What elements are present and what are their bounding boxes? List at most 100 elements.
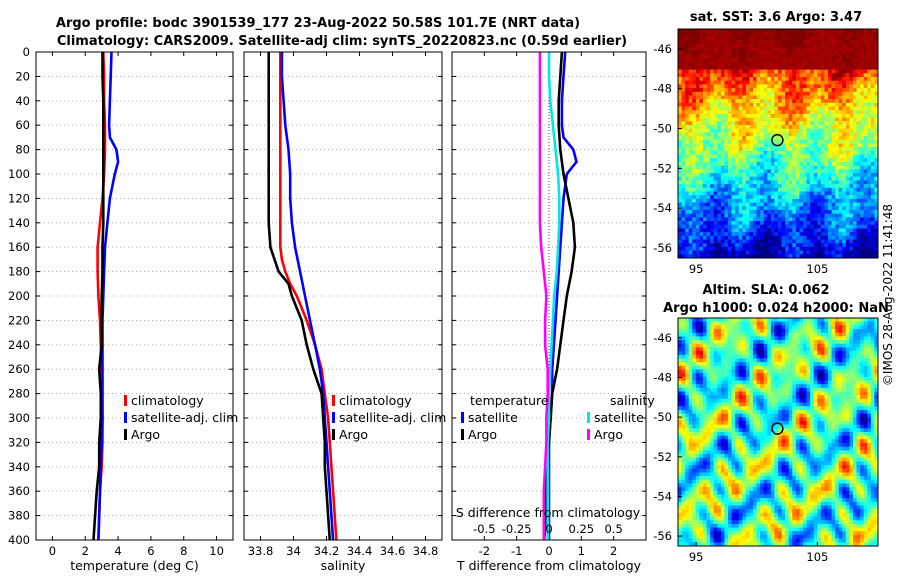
map-cell bbox=[735, 165, 740, 170]
map-cell bbox=[685, 180, 690, 185]
map-cell bbox=[795, 69, 800, 74]
map-cell bbox=[810, 161, 815, 167]
map-cell bbox=[778, 69, 782, 74]
map-cell bbox=[824, 321, 829, 326]
map-cell bbox=[781, 235, 786, 240]
map-cell bbox=[856, 347, 861, 352]
map-cell bbox=[792, 176, 797, 181]
map-cell bbox=[810, 365, 815, 370]
map-cell bbox=[803, 384, 807, 389]
map-cell bbox=[824, 329, 829, 334]
map-cell bbox=[863, 329, 868, 334]
map-cell bbox=[720, 169, 725, 174]
map-cell bbox=[828, 88, 832, 93]
map-cell bbox=[767, 325, 772, 330]
map-cell bbox=[788, 195, 793, 200]
map-cell bbox=[803, 40, 807, 45]
map-cell bbox=[731, 336, 736, 341]
map-cell bbox=[760, 125, 765, 130]
map-cell bbox=[785, 29, 790, 34]
map-cell bbox=[785, 106, 790, 111]
map-cell bbox=[745, 102, 750, 107]
map-cell bbox=[788, 232, 793, 237]
legend-label: climatology bbox=[339, 393, 412, 408]
map-cell bbox=[745, 321, 750, 326]
map-cell bbox=[774, 173, 779, 178]
map-cell bbox=[685, 36, 690, 41]
map-cell bbox=[849, 95, 854, 100]
map-cell bbox=[870, 69, 875, 74]
map-cell bbox=[728, 384, 732, 389]
map-cell bbox=[713, 150, 718, 155]
map-cell bbox=[874, 113, 879, 119]
map-cell bbox=[756, 176, 761, 181]
map-cell bbox=[749, 246, 754, 252]
map-cell bbox=[795, 206, 800, 211]
map-cell bbox=[806, 391, 811, 396]
map-cell bbox=[781, 250, 786, 255]
map-cell bbox=[860, 217, 865, 222]
map-cell bbox=[835, 161, 840, 167]
map-cell bbox=[856, 195, 861, 200]
map-cell bbox=[806, 332, 811, 337]
map-cell bbox=[810, 228, 815, 233]
map-cell bbox=[831, 362, 836, 367]
map-cell bbox=[842, 191, 847, 196]
map-cell bbox=[713, 69, 718, 74]
map-cell bbox=[781, 351, 786, 356]
map-cell bbox=[706, 246, 711, 252]
map-cell bbox=[688, 73, 693, 78]
map-cell bbox=[678, 217, 682, 222]
map-cell bbox=[810, 73, 815, 78]
map-cell bbox=[699, 165, 704, 170]
map-cell bbox=[738, 246, 743, 252]
map-cell bbox=[717, 173, 722, 178]
map-cell bbox=[720, 351, 725, 356]
map-cell bbox=[853, 358, 857, 363]
map-cell bbox=[745, 325, 750, 330]
map-cell bbox=[824, 318, 829, 323]
map-cell bbox=[742, 224, 747, 229]
map-lat-tick-label: -54 bbox=[653, 201, 672, 215]
map-cell bbox=[699, 221, 704, 226]
map-cell bbox=[845, 29, 850, 34]
map-cell bbox=[853, 195, 857, 200]
map-cell bbox=[685, 239, 690, 244]
map-cell bbox=[813, 102, 818, 107]
map-cell bbox=[842, 69, 847, 74]
map-cell bbox=[724, 161, 729, 167]
map-cell bbox=[678, 147, 682, 152]
map-cell bbox=[810, 209, 815, 215]
map-cell bbox=[703, 354, 707, 359]
map-cell bbox=[778, 362, 782, 367]
map-cell bbox=[842, 121, 847, 126]
map-cell bbox=[695, 58, 700, 63]
map-cell bbox=[803, 254, 807, 259]
map-cell bbox=[842, 387, 847, 392]
map-cell bbox=[845, 329, 850, 334]
map-cell bbox=[717, 362, 722, 367]
map-cell bbox=[778, 47, 782, 52]
map-cell bbox=[863, 54, 868, 59]
map-cell bbox=[838, 139, 843, 144]
map-cell bbox=[753, 173, 757, 178]
map-cell bbox=[749, 221, 754, 226]
map-cell bbox=[853, 213, 857, 218]
map-cell bbox=[738, 54, 743, 59]
map-cell bbox=[810, 47, 815, 52]
map-cell bbox=[699, 239, 704, 244]
map-cell bbox=[742, 110, 747, 115]
map-cell bbox=[767, 391, 772, 396]
map-cell bbox=[828, 239, 832, 244]
map-cell bbox=[838, 36, 843, 41]
map-cell bbox=[681, 54, 686, 59]
map-cell bbox=[692, 158, 697, 163]
map-cell bbox=[774, 102, 779, 107]
map-cell bbox=[763, 384, 768, 389]
map-cell bbox=[799, 139, 804, 144]
map-cell bbox=[724, 351, 729, 356]
map-cell bbox=[806, 169, 811, 174]
map-cell bbox=[785, 198, 790, 203]
map-cell bbox=[788, 347, 793, 352]
map-cell bbox=[860, 47, 865, 52]
